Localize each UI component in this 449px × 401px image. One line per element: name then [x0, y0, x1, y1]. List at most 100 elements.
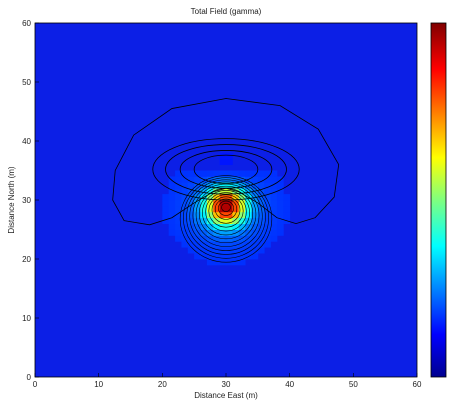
heatmap-cell [206, 247, 214, 254]
heatmap-cell [270, 217, 278, 224]
heatmap-cell [200, 200, 208, 207]
heatmap-cell [168, 229, 176, 236]
heatmap-cell [200, 253, 208, 260]
heatmap-cell [213, 205, 221, 213]
heatmap-cell [175, 170, 182, 177]
contour-peak [211, 196, 241, 224]
heatmap-cell [168, 223, 176, 230]
heatmap-cell [194, 194, 201, 201]
heatmap-cell [219, 176, 227, 183]
heatmap-cell [194, 217, 201, 224]
y-axis: 0 10 20 30 40 50 60 [22, 19, 39, 382]
heatmap-cell [206, 229, 214, 236]
heatmap-cell [168, 211, 176, 219]
heatmap-cell [238, 188, 246, 195]
heatmap-cell [194, 200, 201, 207]
contour-peak [214, 198, 238, 220]
x-tick-label: 0 [33, 380, 38, 389]
heatmap-cell [168, 188, 176, 195]
contour-peak [183, 177, 269, 259]
heatmap-cell [187, 217, 195, 224]
heatmap-cell [226, 241, 233, 248]
heatmap-cell [181, 176, 189, 183]
heatmap-cell [213, 211, 221, 219]
heatmap-cell [175, 211, 182, 219]
heatmap-cell [194, 253, 201, 260]
heatmap-cell [206, 205, 214, 213]
heatmap-cell [213, 229, 221, 236]
heatmap-cell [213, 241, 221, 248]
heatmap-cell [257, 211, 265, 219]
heatmap-cell [251, 247, 259, 254]
y-tick-label: 40 [22, 137, 31, 146]
heatmap-cell [264, 176, 271, 183]
heatmap-cell [187, 176, 195, 183]
heatmap-cell [187, 205, 195, 213]
heatmap-cell [219, 152, 227, 160]
heatmap-cell [270, 182, 278, 189]
contour-peak [192, 183, 260, 247]
heatmap-cell [245, 229, 252, 236]
contour-peak [189, 181, 263, 251]
contour-peak [179, 175, 273, 263]
heatmap-cell [251, 200, 259, 207]
heatmap-cell [264, 241, 271, 248]
y-axis-label: Distance North (m) [7, 166, 16, 233]
heatmap-cell [175, 223, 182, 230]
heatmap-cell [206, 176, 214, 183]
heatmap-cell [181, 200, 189, 207]
heatmap-cell [251, 170, 259, 177]
heatmap-cell [168, 182, 176, 189]
y-tick-label: 0 [27, 373, 32, 382]
heatmap-cell [276, 182, 284, 189]
y-tick-label: 30 [22, 196, 31, 205]
heatmap-cell [251, 253, 259, 260]
heatmap-cell [245, 211, 252, 219]
heatmap-cell [194, 223, 201, 230]
heatmap-cell [257, 200, 265, 207]
heatmap-cell [206, 223, 214, 230]
heatmap-cell [200, 205, 208, 213]
heatmap-cell [175, 205, 182, 213]
heatmap-cell [206, 170, 214, 177]
heatmap-cell [232, 188, 240, 195]
heatmap-cell [187, 200, 195, 207]
heatmap-cell [257, 235, 265, 242]
heatmap-cell [238, 241, 246, 248]
heatmap-cell [257, 182, 265, 189]
heatmap-cell [200, 182, 208, 189]
heatmap-cell [187, 194, 195, 201]
heatmap-cell [232, 217, 240, 224]
heatmap-cell [213, 235, 221, 242]
heatmap-cell [219, 241, 227, 248]
heatmap-cell [219, 170, 227, 177]
heatmap-cell [245, 217, 252, 224]
heatmap-cell [270, 235, 278, 242]
y-tick-label: 50 [22, 78, 31, 87]
x-tick-label: 20 [158, 380, 167, 389]
heatmap-cell [238, 259, 246, 266]
heatmap-cell [270, 176, 278, 183]
contour-peak [208, 194, 244, 228]
heatmap-cell [200, 170, 208, 177]
heatmap-cell [270, 188, 278, 195]
heatmap-cell [187, 229, 195, 236]
y-tick-label: 20 [22, 255, 31, 264]
heatmap-cell [213, 176, 221, 183]
heatmap-cell [232, 211, 240, 219]
heatmap-cell [238, 170, 246, 177]
x-tick-label: 30 [222, 380, 231, 389]
heatmap-cell [245, 223, 252, 230]
heatmap-cell [251, 205, 259, 213]
heatmap-cell [206, 211, 214, 219]
contour-lines [112, 98, 340, 263]
heatmap-cell [213, 253, 221, 260]
heatmap-cell [232, 253, 240, 260]
heatmap-cell [276, 211, 284, 219]
heatmap-cell [245, 188, 252, 195]
heatmap-cell [226, 182, 233, 189]
heatmap-cell [264, 211, 271, 219]
heatmap-cell [181, 241, 189, 248]
heatmap-cell [251, 223, 259, 230]
heatmap-cell [187, 188, 195, 195]
